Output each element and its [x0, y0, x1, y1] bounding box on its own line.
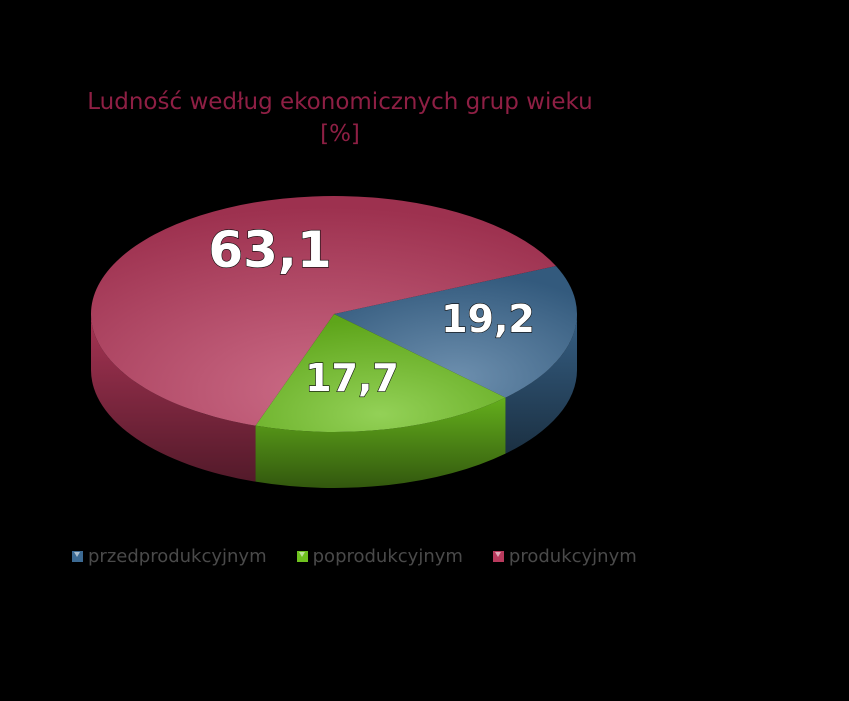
pie-side-poprodukcyjnym: [255, 397, 506, 488]
pie-sides: [90, 314, 577, 488]
pie-slice-produkcyjnym: [90, 195, 556, 426]
legend-item-poprodukcyjnym: poprodukcyjnym: [296, 546, 463, 567]
legend-label-poprodukcyjnym: poprodukcyjnym: [312, 546, 463, 567]
legend-item-produkcyjnym: produkcyjnym: [492, 546, 637, 567]
pie-side-przedprodukcyjnym: [505, 314, 577, 454]
legend-swatch-produkcyjnym: [492, 551, 504, 562]
legend-label-produkcyjnym: produkcyjnym: [508, 546, 637, 567]
chart-title: Ludność według ekonomicznych grup wieku …: [0, 86, 680, 150]
pie-slices: [90, 195, 577, 432]
data-label-produkcyjnym: 63,1: [208, 221, 331, 279]
chart-title-line-1: Ludność według ekonomicznych grup wieku: [87, 89, 593, 115]
legend: przedprodukcyjnym poprodukcyjnym produkc…: [72, 546, 637, 567]
pie-slice-poprodukcyjnym: [255, 314, 506, 432]
legend-label-przedprodukcyjnym: przedprodukcyjnym: [88, 546, 267, 567]
pie-slice-przedprodukcyjnym: [334, 266, 577, 398]
data-label-przedprodukcyjnym: 19,2: [441, 297, 535, 341]
chart-title-line-2: [%]: [320, 121, 360, 147]
data-label-poprodukcyjnym: 17,7: [305, 356, 399, 400]
pie-data-labels: 19,2 17,7 63,1: [208, 220, 536, 400]
legend-swatch-przedprodukcyjnym: [72, 551, 83, 562]
legend-item-przedprodukcyjnym: przedprodukcyjnym: [72, 546, 267, 567]
legend-swatch-poprodukcyjnym: [296, 551, 308, 562]
pie-side-produkcyjnym: [90, 314, 256, 482]
